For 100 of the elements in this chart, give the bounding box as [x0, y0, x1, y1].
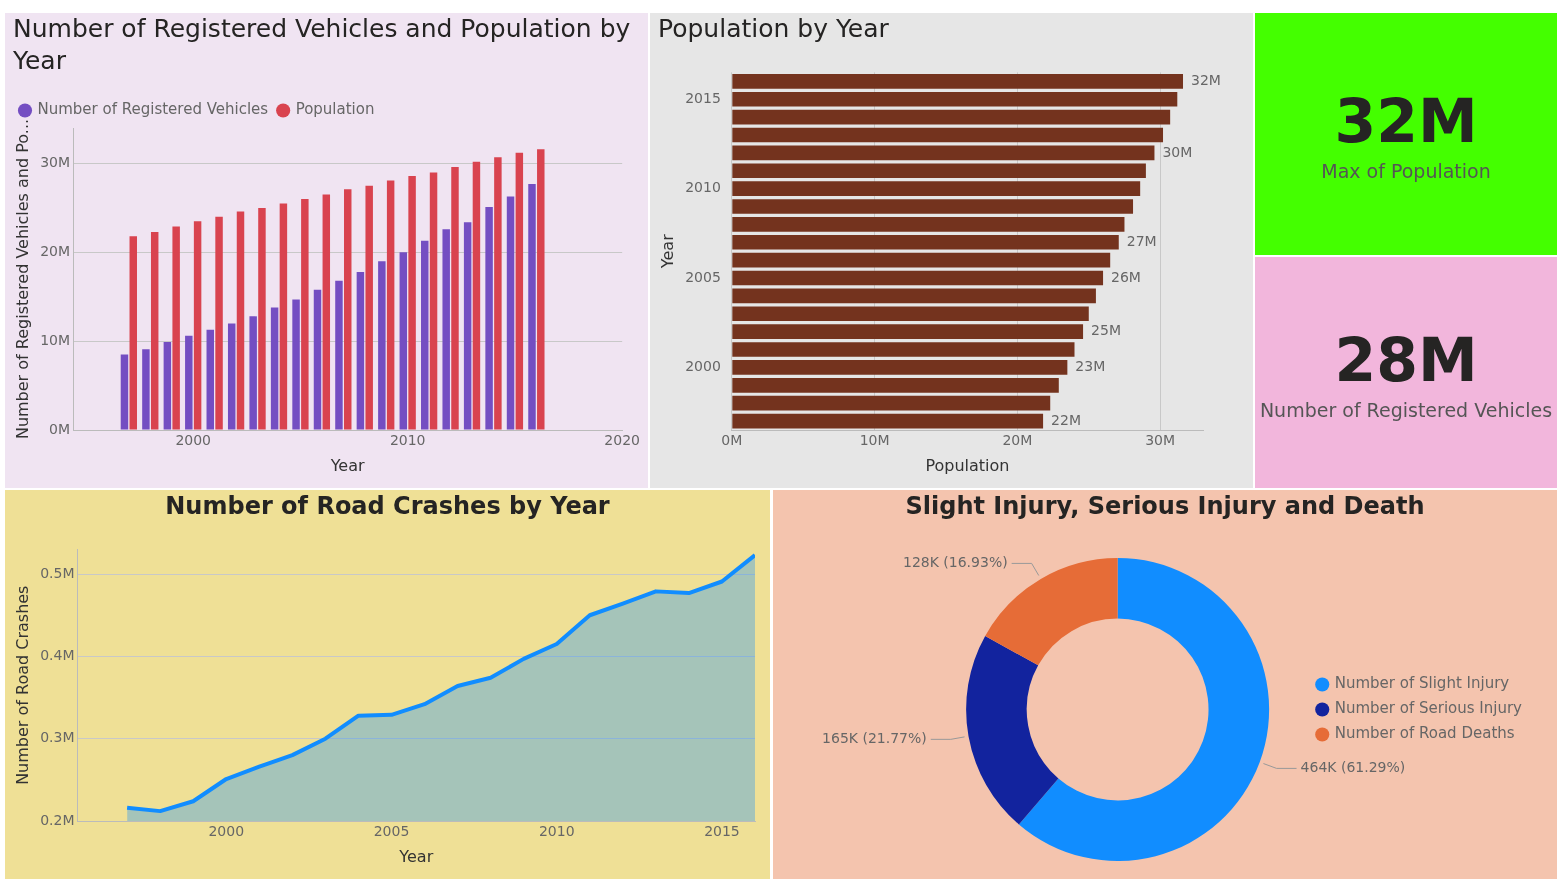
y-tick-label: 0.3M [40, 729, 75, 746]
x-axis-title: Year [329, 455, 365, 475]
bar [399, 252, 408, 430]
bar [732, 288, 1096, 304]
legend-label: Population [295, 100, 375, 119]
text: 32M [1334, 85, 1478, 158]
x-tick-label: 2000 [175, 432, 212, 449]
bar [732, 395, 1051, 411]
y-axis-title: Number of Registered Vehicles and Po... [12, 118, 32, 440]
bar [163, 342, 172, 430]
bar [249, 316, 257, 430]
bar [408, 175, 416, 430]
x-tick-label: 20M [1002, 432, 1033, 449]
bar [732, 270, 1104, 286]
bar [732, 163, 1146, 179]
data-label: 26M [1111, 268, 1141, 285]
bar [732, 217, 1125, 232]
bar [732, 145, 1155, 161]
bar [185, 335, 193, 430]
legend-label: Number of Road Deaths [1334, 724, 1515, 743]
x-tick-label: 2005 [373, 823, 410, 840]
bar [528, 183, 536, 430]
x-axis-title: Year [398, 846, 434, 866]
chart-title: Population by Year [657, 13, 890, 45]
bar [292, 299, 300, 430]
legend-label: Number of Serious Injury [1334, 699, 1523, 718]
bar [378, 261, 386, 430]
bar [365, 185, 373, 430]
y-tick-label: 2005 [685, 268, 721, 285]
bar [227, 323, 236, 430]
x-tick-label: 10M [859, 432, 890, 449]
y-tick-label: 20M [40, 242, 71, 259]
bar [485, 207, 493, 430]
legend-label: Number of Slight Injury [1334, 674, 1510, 693]
text: Max of Population [1321, 159, 1491, 184]
bar [451, 167, 459, 430]
bar [172, 226, 180, 430]
bar [732, 127, 1164, 143]
y-axis-title: Number of Road Crashes [12, 585, 32, 785]
y-tick-label: 2015 [685, 89, 721, 106]
y-axis-title: Year [657, 233, 677, 270]
chart-title: Number of Road Crashes by Year [164, 491, 611, 522]
data-label: 27M [1126, 232, 1157, 249]
bar [506, 196, 515, 430]
bar [732, 342, 1075, 357]
bar [732, 413, 1044, 429]
y-tick-label: 0M [49, 420, 71, 437]
text: Number of Registered Vehicles [1259, 397, 1553, 423]
data-label: 464K (61.29%) [1300, 759, 1406, 776]
y-tick-label: 0.2M [40, 811, 75, 828]
bar [732, 252, 1111, 268]
bar [129, 236, 137, 430]
bar [463, 222, 472, 430]
bar [732, 324, 1084, 339]
data-label: 22M [1051, 411, 1081, 428]
bar [537, 149, 545, 430]
bar [732, 74, 1184, 89]
bar [301, 199, 309, 430]
x-tick-label: 2010 [538, 823, 575, 840]
bar [429, 172, 438, 430]
data-label: 25M [1091, 322, 1121, 339]
bar [732, 181, 1141, 196]
bar [732, 377, 1059, 393]
bar [494, 157, 502, 430]
bar [150, 231, 159, 430]
bar [344, 189, 352, 430]
y-tick-label: 2000 [685, 358, 721, 375]
bar [732, 360, 1068, 375]
bar [421, 240, 429, 430]
data-label: 30M [1162, 143, 1193, 160]
legend-label: Number of Registered Vehicles [37, 100, 269, 119]
bar [732, 306, 1089, 322]
x-tick-label: 0M [721, 432, 743, 449]
bar [732, 91, 1178, 107]
y-tick-label: 0.4M [40, 647, 75, 664]
y-tick-label: 2010 [685, 179, 721, 196]
bar [270, 307, 279, 430]
x-axis-title: Population [925, 455, 1010, 475]
x-tick-label: 30M [1145, 432, 1176, 449]
bar [442, 229, 450, 430]
bar [386, 180, 395, 430]
bar [322, 194, 331, 430]
text: 28M [1334, 323, 1478, 397]
bar [206, 329, 214, 430]
x-tick-label: 2010 [389, 432, 426, 449]
bar [472, 161, 481, 430]
bar [732, 234, 1119, 250]
bar [258, 207, 266, 430]
bar [236, 211, 245, 430]
x-tick-label: 2020 [604, 432, 641, 449]
y-tick-label: 10M [40, 331, 71, 348]
data-label: 165K (21.77%) [822, 729, 927, 746]
bar [313, 289, 322, 430]
x-tick-label: 2015 [704, 823, 740, 840]
bar [356, 271, 365, 430]
x-tick-label: 2000 [208, 823, 245, 840]
bar [120, 354, 129, 430]
bar [193, 221, 202, 430]
data-label: 23M [1075, 358, 1106, 375]
y-tick-label: 30M [40, 154, 71, 171]
